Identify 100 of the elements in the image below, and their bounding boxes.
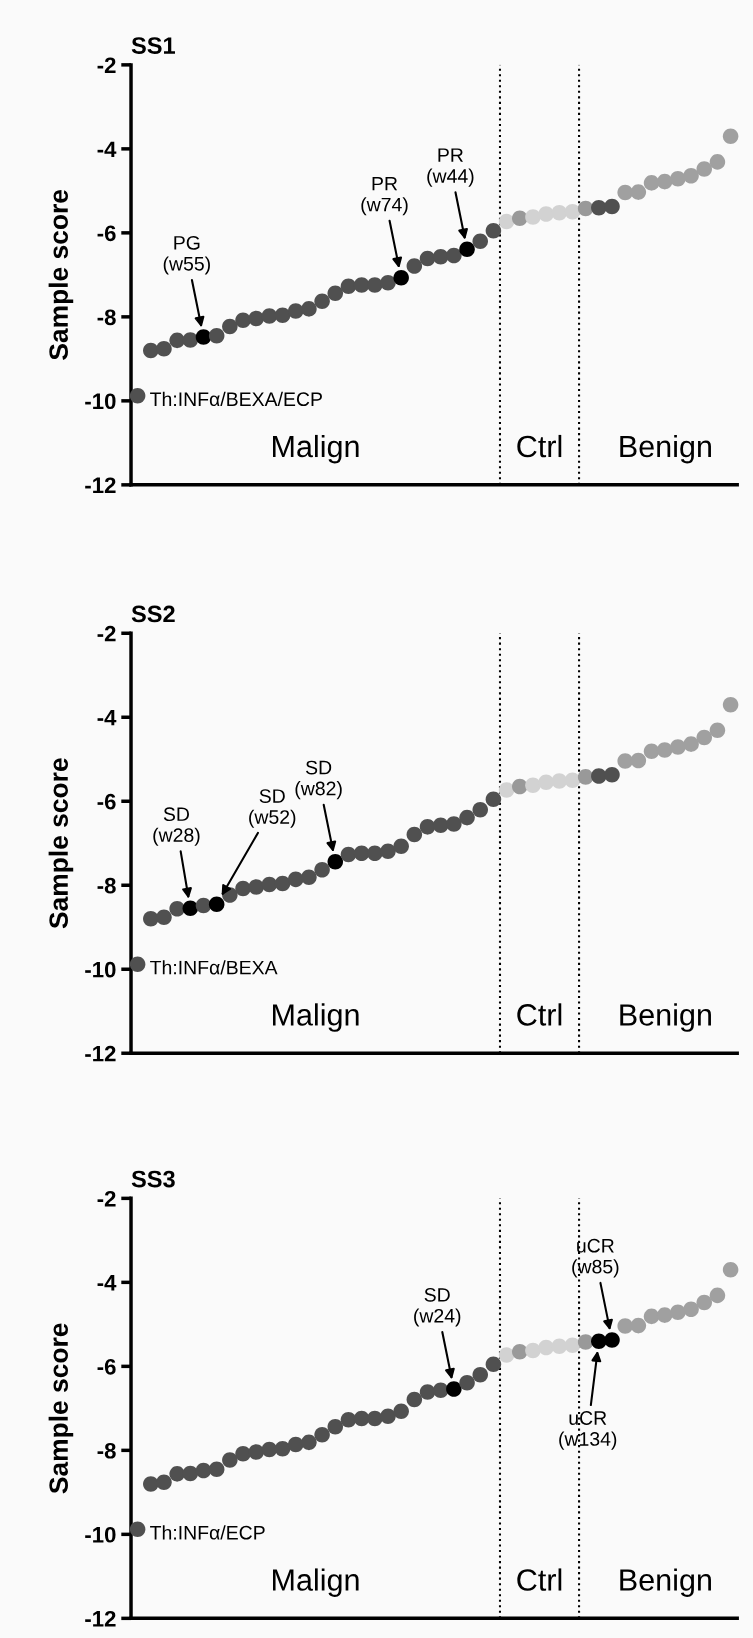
point	[287, 303, 304, 319]
point	[722, 128, 739, 145]
point	[380, 1408, 396, 1425]
point	[353, 845, 370, 862]
annotation: SD (w28)	[153, 807, 200, 846]
point	[156, 909, 172, 925]
point	[643, 743, 660, 760]
point	[617, 184, 633, 201]
y-tick-label: -2	[97, 625, 116, 642]
point	[195, 897, 212, 914]
point	[432, 1382, 449, 1399]
annotation: Th:INFα/BEXA	[150, 960, 278, 975]
y-tick-label: -10	[85, 1526, 116, 1543]
y-tick-label: -8	[97, 877, 116, 894]
annotation: Th:INFα/ECP	[150, 1525, 265, 1540]
point	[274, 307, 291, 323]
annotation: Benign	[620, 1003, 711, 1032]
y-tick-label: -6	[97, 225, 116, 242]
point	[195, 1462, 212, 1479]
annotation: Malign	[273, 1003, 359, 1032]
point	[261, 1441, 278, 1458]
point	[525, 777, 541, 794]
annotation: Ctrl	[517, 434, 562, 458]
point	[380, 843, 396, 859]
y-tick-label: -4	[97, 710, 117, 726]
point	[656, 173, 673, 190]
y-tick-label: -12	[85, 1610, 116, 1627]
point	[406, 258, 423, 274]
point	[511, 1343, 528, 1360]
point	[301, 1434, 317, 1451]
y-tick-label: -4	[97, 1275, 117, 1291]
point	[419, 250, 436, 267]
point	[722, 1261, 739, 1278]
y-tick-label: -6	[97, 1358, 116, 1375]
point	[353, 1410, 370, 1427]
chart-title: SS3	[131, 1170, 175, 1188]
point	[406, 826, 423, 843]
point	[564, 772, 581, 789]
point	[314, 1427, 330, 1443]
point	[235, 312, 251, 328]
point	[459, 241, 475, 257]
annotation: SD (w82)	[295, 760, 342, 800]
point	[340, 1411, 357, 1428]
annotation: SD (w52)	[249, 789, 296, 828]
annotation: PR (w74)	[361, 176, 408, 216]
point	[432, 817, 449, 833]
point	[446, 816, 462, 832]
point	[446, 1381, 462, 1397]
point	[182, 900, 199, 917]
point	[287, 1436, 304, 1453]
point	[380, 275, 396, 291]
point	[591, 768, 607, 784]
point	[498, 782, 515, 798]
point	[327, 285, 344, 302]
point	[248, 879, 264, 895]
point	[406, 1391, 423, 1408]
point	[393, 270, 409, 286]
point	[274, 875, 291, 892]
point	[182, 332, 199, 348]
annotation: Benign	[620, 1568, 711, 1597]
point	[564, 204, 581, 220]
point	[630, 752, 647, 769]
point	[169, 1466, 185, 1482]
point	[683, 736, 699, 752]
point	[208, 896, 225, 912]
point	[353, 277, 370, 293]
point	[670, 1304, 686, 1320]
point	[314, 293, 330, 310]
point	[722, 696, 739, 713]
point	[656, 742, 673, 758]
point	[683, 1301, 699, 1317]
point	[419, 1384, 436, 1400]
y-tick-label: -8	[97, 309, 116, 326]
point	[696, 1294, 713, 1311]
point	[604, 767, 620, 783]
point	[525, 1342, 541, 1359]
y-tick-label: -12	[85, 477, 116, 493]
point	[446, 247, 462, 264]
point	[591, 199, 607, 216]
point	[208, 1461, 225, 1478]
annotation: Malign	[273, 1568, 359, 1597]
point	[577, 200, 594, 217]
annotation: SD (w24)	[414, 1287, 461, 1327]
point	[498, 1347, 515, 1363]
point	[538, 206, 554, 222]
point	[235, 880, 251, 897]
point	[327, 1419, 344, 1435]
annotation: uCR (w134)	[559, 1411, 617, 1450]
point	[551, 773, 568, 789]
annotation: Malign	[273, 434, 359, 464]
point	[393, 1403, 409, 1420]
point	[129, 1521, 146, 1538]
point	[643, 175, 660, 191]
point	[143, 911, 159, 927]
point	[459, 1374, 475, 1391]
point	[577, 1334, 594, 1350]
y-tick-label: -2	[97, 57, 116, 73]
y-tick-label: -10	[85, 961, 116, 978]
annotation: Ctrl	[517, 1568, 562, 1591]
point	[683, 167, 699, 184]
